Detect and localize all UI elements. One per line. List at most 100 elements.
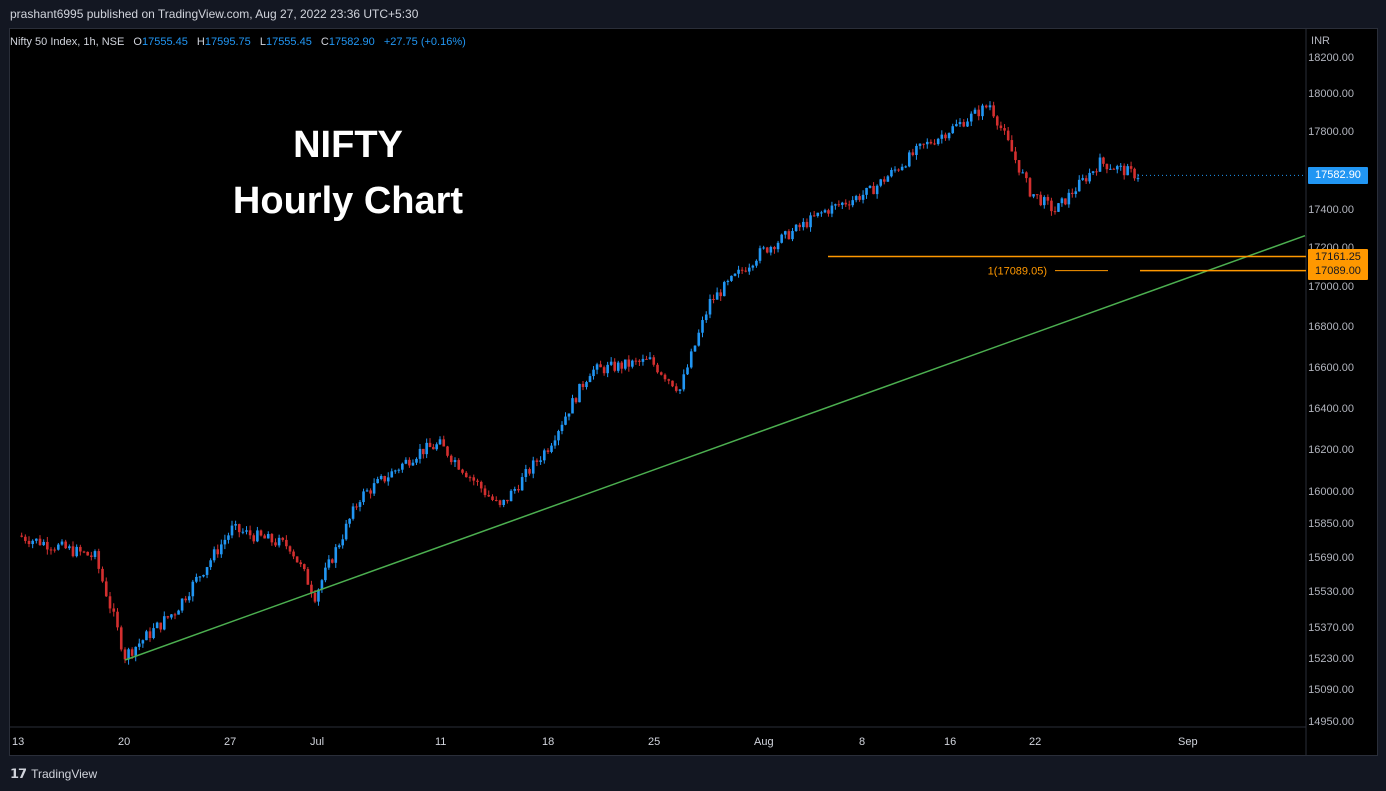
candle-body — [1064, 198, 1067, 205]
time-tick-label: 22 — [1029, 736, 1042, 748]
candle-body — [581, 383, 585, 388]
candle-body — [847, 204, 851, 206]
candle-body — [816, 212, 820, 216]
candle-body — [108, 596, 112, 609]
candle-body — [355, 506, 358, 508]
candle-body — [841, 202, 844, 205]
candle-body — [263, 535, 266, 539]
candle-body — [64, 541, 67, 549]
candle-body — [365, 490, 369, 492]
candle-body — [435, 444, 438, 450]
candle-body — [861, 194, 865, 200]
candle-body — [1014, 151, 1017, 161]
candle-body — [285, 539, 288, 547]
candle-body — [715, 292, 719, 300]
candle-body — [682, 374, 686, 390]
trendline — [124, 234, 1306, 661]
candle-body — [79, 546, 82, 552]
price-tick-label: 16200.00 — [1308, 444, 1354, 456]
candle-body — [195, 576, 198, 582]
candle-body — [823, 210, 827, 213]
candle-body — [890, 169, 893, 177]
candle-body — [457, 460, 461, 470]
candle-body — [358, 502, 362, 507]
candle-body — [386, 477, 390, 482]
high-label: H — [196, 36, 205, 48]
candle-body — [148, 631, 152, 639]
candle-body — [858, 196, 861, 200]
candle-body — [1136, 178, 1140, 180]
candle-body — [1035, 194, 1039, 196]
candle-body — [1098, 157, 1102, 172]
candle-body — [1021, 172, 1025, 174]
candle-body — [1017, 160, 1021, 173]
candle-body — [999, 125, 1003, 129]
high-value: 17595.75 — [204, 36, 251, 48]
candle-body — [446, 446, 449, 456]
chart-title-line2[interactable]: Hourly Chart — [232, 180, 464, 222]
candle-body — [830, 205, 834, 214]
candle-body — [453, 460, 457, 463]
candle-body — [981, 105, 984, 117]
candle-body — [602, 367, 606, 374]
candle-body — [491, 496, 494, 500]
candle-body — [383, 476, 387, 482]
candle-body — [288, 546, 292, 552]
candle-body — [900, 166, 904, 171]
candle-body — [992, 105, 995, 117]
candle-body — [578, 383, 581, 403]
ohlc-legend: Nifty 50 Index, 1h, NSE O17555.45 H17595… — [10, 36, 466, 48]
candle-body — [798, 224, 802, 228]
candle-body — [1129, 166, 1133, 169]
candle-body — [659, 372, 663, 375]
candle-body — [86, 551, 89, 556]
level-tag-upper: 17161.25 — [1308, 248, 1368, 266]
candle-body — [31, 540, 34, 545]
candle-body — [1039, 194, 1043, 206]
candle-body — [805, 221, 809, 228]
candle-body — [609, 361, 613, 365]
footer-bar — [0, 756, 1386, 791]
candle-body — [1028, 178, 1032, 197]
symbol-label[interactable]: Nifty 50 Index, 1h, NSE — [10, 36, 125, 48]
candle-body — [1133, 168, 1136, 179]
low-label: L — [259, 36, 266, 48]
candle-body — [438, 439, 442, 445]
candle-body — [331, 559, 334, 563]
chart-title-line1[interactable]: NIFTY — [293, 124, 403, 166]
candle-body — [762, 247, 765, 249]
tradingview-logo-icon: 𝟭𝟳 — [10, 766, 27, 781]
candle-body — [517, 488, 520, 491]
candle-body — [227, 535, 230, 540]
chart-pane[interactable] — [9, 28, 1378, 756]
candle-body — [820, 212, 823, 214]
footer-brand[interactable]: 𝟭𝟳 TradingView — [10, 766, 97, 782]
candle-body — [155, 622, 159, 629]
candle-body — [1060, 198, 1064, 204]
candle-body — [969, 113, 973, 122]
last-price-tag: 17582.90 — [1308, 167, 1368, 185]
candle-body — [592, 369, 595, 377]
candle-body — [266, 534, 270, 539]
candle-body — [1115, 166, 1119, 170]
candle-body — [1102, 157, 1105, 164]
candle-body — [802, 221, 805, 228]
candle-body — [744, 270, 748, 272]
candle-body — [127, 649, 130, 660]
candle-body — [162, 616, 166, 630]
candle-body — [46, 541, 49, 550]
candle-body — [212, 549, 216, 561]
time-tick-label: 16 — [944, 736, 957, 748]
candle-body — [379, 476, 383, 480]
candle-body — [550, 445, 553, 452]
candle-body — [42, 541, 45, 546]
candle-body — [1074, 191, 1078, 195]
candle-body — [689, 351, 693, 368]
candle-body — [812, 215, 816, 217]
candle-body — [53, 549, 56, 551]
price-tick-label: 18000.00 — [1308, 88, 1354, 100]
candle-body — [984, 105, 988, 108]
candle-body — [567, 413, 571, 417]
candle-body — [274, 542, 277, 546]
